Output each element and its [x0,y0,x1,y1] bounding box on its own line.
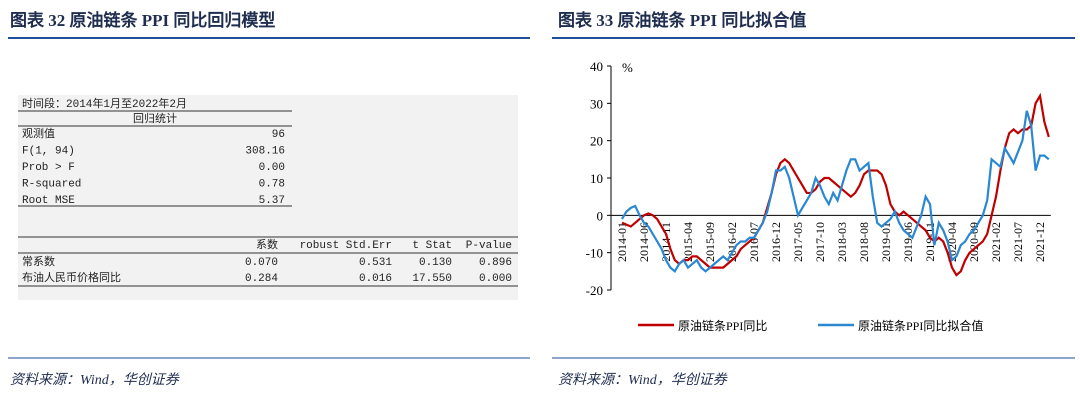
table-bg [18,95,518,300]
x-tick-label: 2014-01 [615,222,629,262]
y-tick-label: 20 [590,134,603,149]
stat-value: 308.16 [245,146,285,158]
table-header: robust Std.Err [300,240,392,252]
x-tick-label: 2016-02 [725,222,739,262]
table-header: P-value [466,240,512,252]
series-line [621,92,1050,277]
table-period: 时间段：2014年1月至2022年2月 [22,96,187,111]
table-cell: 0.531 [359,257,392,269]
x-tick-label: 2014-06 [637,222,651,262]
table-section: 回归统计 [133,111,177,126]
legend-label: 原油链条PPI同比拟合值 [858,318,983,333]
table-cell: 0.130 [419,257,452,269]
stat-label: F(1, 94) [22,146,75,158]
table-cell: 0.896 [479,257,512,269]
y-label: % [622,60,633,75]
table-header: 系数 [256,238,278,252]
stat-value: 0.78 [259,179,285,191]
x-tick-label: 2018-03 [835,222,849,262]
x-tick-label: 2020-09 [967,222,981,262]
left-title: 图表 32 原油链条 PPI 同比回归模型 [10,10,275,30]
y-tick-label: 0 [597,208,604,223]
table-cell: 0.000 [479,273,512,285]
x-tick-label: 2016-12 [769,222,783,262]
row-label: 常系数 [22,255,55,269]
stat-value: 96 [272,129,285,141]
table-cell: 0.016 [359,273,392,285]
row-label: 布油人民币价格同比 [22,270,121,285]
table-cell: 0.070 [245,257,278,269]
x-tick-label: 2017-05 [791,222,805,262]
y-tick-label: -10 [586,246,603,261]
x-tick-label: 2021-07 [1011,222,1025,262]
stat-label: Prob > F [22,162,75,174]
legend-label: 原油链条PPI同比 [678,318,767,333]
y-tick-label: -20 [586,283,603,298]
y-tick-label: 10 [590,171,603,186]
stat-value: 0.00 [259,162,285,174]
table-cell: 0.284 [245,273,278,285]
y-tick-label: 30 [590,96,603,111]
x-tick-label: 2015-09 [703,222,717,262]
series-line [621,110,1050,274]
stat-label: R-squared [22,179,81,191]
table-header: t Stat [412,240,452,252]
x-tick-label: 2021-02 [989,222,1003,262]
x-tick-label: 2018-08 [857,222,871,262]
table-cell: 17.550 [412,273,452,285]
right-title: 图表 33 原油链条 PPI 同比拟合值 [558,10,806,30]
stat-label: 观测值 [22,127,55,141]
stat-label: Root MSE [22,195,75,207]
stat-value: 5.37 [259,195,285,207]
x-tick-label: 2017-10 [813,222,827,262]
x-tick-label: 2019-01 [879,222,893,262]
source: 资料来源：Wind，华创证券 [558,372,728,388]
x-tick-label: 2021-12 [1033,222,1047,262]
x-tick-label: 2015-04 [681,222,695,262]
y-tick-label: 40 [590,59,603,74]
source: 资料来源：Wind，华创证券 [10,372,180,388]
x-tick-label: 2014-11 [659,222,673,262]
